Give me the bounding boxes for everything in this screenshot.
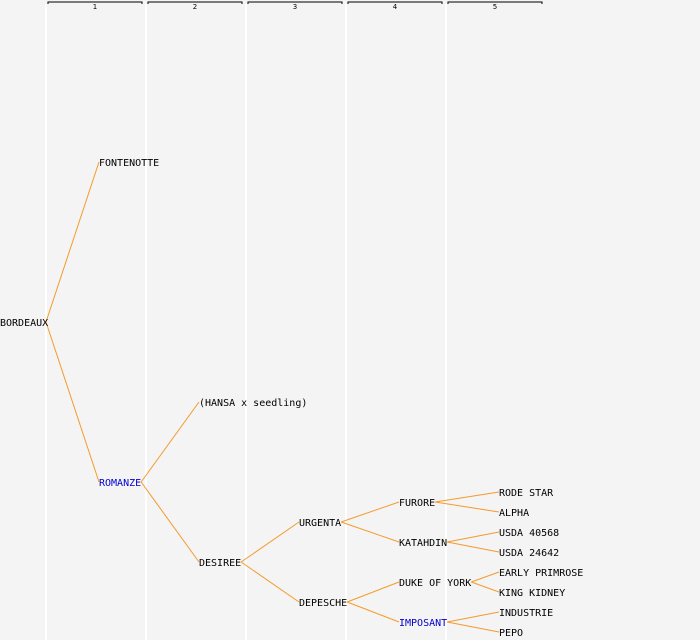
generation-number: 5 bbox=[493, 3, 497, 11]
pedigree-edge bbox=[340, 521, 400, 543]
pedigree-node-industrie[interactable]: INDUSTRIE bbox=[499, 608, 553, 619]
generation-bracket bbox=[147, 1, 243, 4]
pedigree-node-rode-star[interactable]: RODE STAR bbox=[499, 488, 554, 499]
pedigree-node-desiree[interactable]: DESIREE bbox=[199, 558, 241, 569]
pedigree-node-alpha[interactable]: ALPHA bbox=[499, 508, 529, 519]
pedigree-edge bbox=[346, 581, 400, 603]
pedigree-edge bbox=[435, 501, 500, 513]
pedigree-node-pepo[interactable]: PEPO bbox=[499, 628, 523, 639]
generation-bracket bbox=[447, 1, 543, 4]
pedigree-edge bbox=[340, 501, 400, 523]
pedigree-node-fontenotte[interactable]: FONTENOTTE bbox=[99, 158, 159, 169]
pedigree-edge bbox=[240, 521, 300, 563]
pedigree-edge bbox=[471, 581, 500, 593]
pedigree-node-early-primrose[interactable]: EARLY PRIMROSE bbox=[499, 568, 583, 579]
pedigree-edge bbox=[435, 491, 500, 503]
generation-bracket bbox=[47, 1, 143, 4]
pedigree-node-usda-24642[interactable]: USDA 24642 bbox=[499, 548, 559, 559]
pedigree-edge bbox=[45, 321, 100, 483]
generation-number: 2 bbox=[193, 3, 197, 11]
pedigree-node-urgenta[interactable]: URGENTA bbox=[299, 518, 341, 529]
pedigree-edge bbox=[447, 531, 500, 543]
pedigree-edge bbox=[447, 541, 500, 553]
pedigree-node-imposant[interactable]: IMPOSANT bbox=[399, 618, 447, 629]
pedigree-edge bbox=[140, 401, 200, 483]
generation-number: 1 bbox=[93, 3, 97, 11]
pedigree-edge bbox=[346, 601, 400, 623]
pedigree-node-usda-40568[interactable]: USDA 40568 bbox=[499, 528, 559, 539]
edges-layer bbox=[45, 161, 500, 633]
pedigree-node-katahdin[interactable]: KATAHDIN bbox=[399, 538, 447, 549]
pedigree-node-bordeaux[interactable]: BORDEAUX bbox=[0, 318, 48, 329]
pedigree-node-king-kidney[interactable]: KING KIDNEY bbox=[499, 588, 565, 599]
pedigree-edge bbox=[45, 161, 100, 323]
labels-layer: BORDEAUX FONTENOTTE ROMANZE (HANSA x seedli… bbox=[0, 158, 583, 639]
pedigree-node-furore[interactable]: FURORE bbox=[399, 498, 435, 509]
pedigree-edge bbox=[447, 611, 500, 623]
generation-number: 3 bbox=[293, 3, 297, 11]
pedigree-node-romanze[interactable]: ROMANZE bbox=[99, 478, 141, 489]
pedigree-edge bbox=[240, 561, 300, 603]
generation-number: 4 bbox=[393, 3, 398, 11]
generation-bracket bbox=[247, 1, 343, 4]
generation-bracket bbox=[347, 1, 443, 4]
pedigree-edge bbox=[140, 481, 200, 563]
pedigree-node-hansa-x-seedling[interactable]: (HANSA x seedling) bbox=[199, 398, 307, 409]
pedigree-edge bbox=[447, 621, 500, 633]
pedigree-node-duke-of-york[interactable]: DUKE OF YORK bbox=[399, 578, 471, 589]
pedigree-edge bbox=[471, 571, 500, 583]
pedigree-node-depesche[interactable]: DEPESCHE bbox=[299, 598, 347, 609]
